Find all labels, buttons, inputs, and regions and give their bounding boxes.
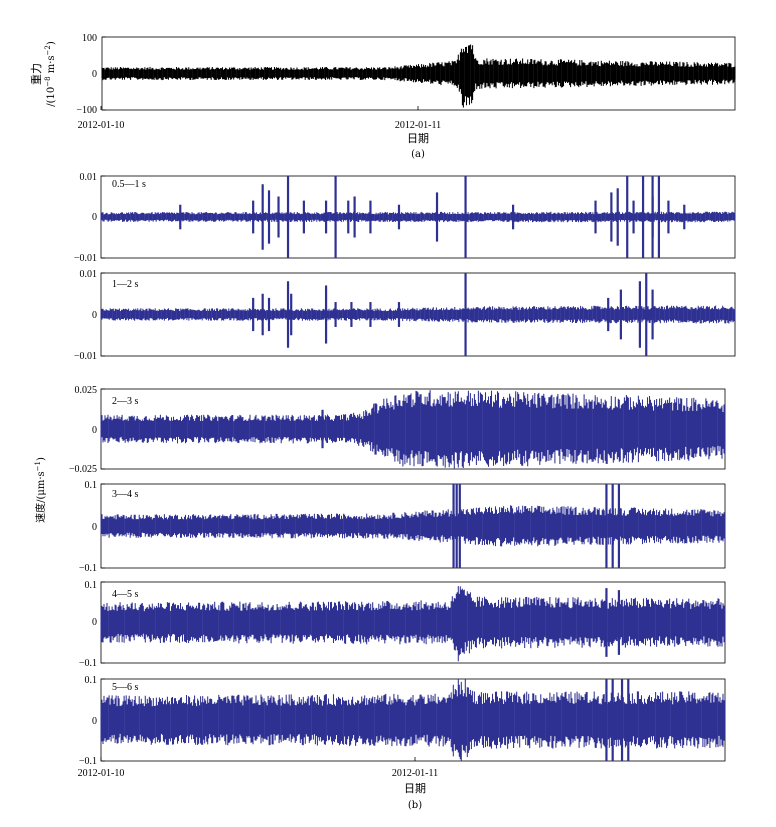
- gravity-xtick-2: 2012-01-11: [395, 120, 441, 131]
- velocity-ylabel-exp: −1: [34, 461, 42, 471]
- velocity-panel-5-trace: [100, 586, 726, 662]
- velocity-ylabel-text: 速度/(μm·s−1): [34, 457, 47, 523]
- p2-ytick-mid: 0: [92, 310, 97, 321]
- p4-ytick-top: 0.1: [85, 480, 98, 491]
- gravity-ylabel-exp2: −2: [44, 45, 52, 55]
- band-label-6: 5—6 s: [112, 682, 139, 693]
- panel-a: 100 0 −100 2012-01-10 2012-01-11 日期 (a) …: [29, 33, 736, 160]
- gravity-ylabel: 重力 /(10−8 m·s−2): [29, 41, 57, 107]
- velocity-ylabel: 速度/(μm·s−1): [34, 457, 47, 523]
- velocity-panel-6: [100, 678, 726, 762]
- gravity-ytick-mid: 0: [92, 69, 97, 80]
- band-label-4: 3—4 s: [112, 489, 139, 500]
- p6-ytick-mid: 0: [92, 716, 97, 727]
- p4-ytick-bot: −0.1: [79, 563, 97, 574]
- velocity-panel-3: [100, 388, 726, 470]
- p6-ytick-bot: −0.1: [79, 756, 97, 767]
- band-label-3: 2—3 s: [112, 396, 139, 407]
- gravity-ylabel-line2: /(10−8 m·s−2): [44, 41, 57, 107]
- velocity-ylabel-a: 速度/(μm·s: [34, 471, 47, 523]
- gravity-ytick-top: 100: [82, 33, 97, 44]
- gravity-xlabel: 日期: [407, 132, 429, 145]
- gravity-ylabel-c: ): [46, 41, 57, 45]
- p1-ytick-mid: 0: [92, 212, 97, 223]
- velocity-panel-2-trace: [100, 305, 736, 324]
- velocity-xlabel: 日期: [404, 782, 426, 795]
- gravity-ylabel-b: m·s: [46, 55, 57, 76]
- velocity-panel-2: [100, 272, 736, 357]
- gravity-ylabel-a: /(10: [46, 87, 57, 107]
- p4-ytick-mid: 0: [92, 522, 97, 533]
- velocity-panel-6-trace: [100, 679, 726, 761]
- gravity-ylabel-line1: 重力: [29, 63, 43, 85]
- caption-b: (b): [408, 800, 422, 811]
- p3-ytick-mid: 0: [92, 425, 97, 436]
- gravity-ylabel-exp1: −8: [44, 76, 52, 86]
- p3-ytick-bot: −0.025: [69, 464, 97, 475]
- gravity-panel: [101, 36, 736, 111]
- velocity-xtick-1: 2012-01-10: [78, 768, 125, 779]
- p2-ytick-bot: −0.01: [74, 351, 97, 362]
- p6-ytick-top: 0.1: [85, 675, 98, 686]
- band-label-5: 4—5 s: [112, 589, 139, 600]
- velocity-ylabel-b: ): [36, 457, 47, 461]
- gravity-xtick-1: 2012-01-10: [78, 120, 125, 131]
- p5-ytick-top: 0.1: [85, 580, 98, 591]
- band-label-1: 0.5—1 s: [112, 179, 146, 190]
- gravity-ytick-bot: −100: [76, 105, 97, 116]
- p2-ytick-top: 0.01: [80, 269, 98, 280]
- velocity-xtick-2: 2012-01-11: [392, 768, 438, 779]
- velocity-plots: [100, 175, 736, 762]
- p1-ytick-top: 0.01: [80, 172, 98, 183]
- p3-ytick-top: 0.025: [75, 385, 98, 396]
- caption-a: (a): [411, 149, 425, 160]
- velocity-panel-4: [100, 483, 726, 569]
- velocity-panel-1-trace: [100, 211, 736, 223]
- gravity-plot: [100, 36, 736, 111]
- velocity-panel-5: [100, 581, 726, 664]
- p5-ytick-bot: −0.1: [79, 658, 97, 669]
- p5-ytick-mid: 0: [92, 617, 97, 628]
- p1-ytick-bot: −0.01: [74, 253, 97, 264]
- band-label-2: 1—2 s: [112, 279, 139, 290]
- velocity-panel-4-trace: [100, 505, 726, 547]
- panel-b: 0.5—1 s 1—2 s 2—3 s 3—4 s 4—5 s 5—6 s 0.…: [34, 172, 736, 811]
- velocity-panel-3-trace: [100, 390, 726, 469]
- gravity-panel-trace: [101, 44, 736, 108]
- velocity-panel-1: [100, 175, 736, 259]
